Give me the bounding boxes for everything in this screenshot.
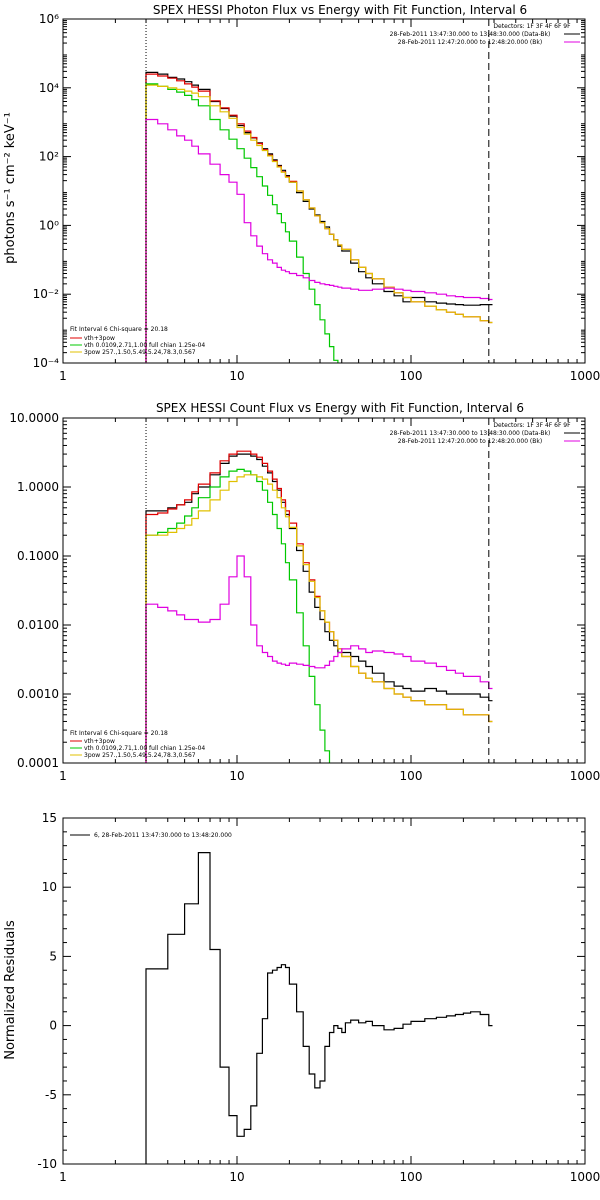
panel2-legend-3pow: 3pow 257.,1.50,5.49,5.24,78.3,0.567 [84,752,196,759]
panel2-legend-vth3pow: vth+3pow [84,738,115,745]
count-flux-panel: SPEX HESSI Count Flux vs Energy with Fit… [9,401,600,783]
panel2-xtick-label: 1 [59,769,67,783]
panel1-ytick-label: 10⁰ [39,218,59,232]
panel1-ytick-label: 10⁴ [39,81,59,95]
panel2-title: SPEX HESSI Count Flux vs Energy with Fit… [156,401,524,415]
panel1-ytick-label: 10⁶ [39,12,59,26]
panel3-series [145,852,493,1164]
panel2-ytick-label: 0.0010 [17,687,59,701]
panel3-ytick-label: 5 [49,949,57,963]
panel1-legend-3pow: 3pow 257.,1.50,5.49,5.24,78.3,0.567 [84,349,196,356]
panel2-ytick-label: 0.1000 [17,549,59,563]
panel3-xtick-label: 10 [229,1170,244,1184]
panel2-xtick-label: 100 [400,769,423,783]
panel3-legend-text: 6, 28-Feb-2011 13:47:30.000 to 13:48:20.… [94,832,232,839]
panel1-ytick-label: 10⁻² [33,287,60,301]
panel3-legend: 6, 28-Feb-2011 13:47:30.000 to 13:48:20.… [70,832,232,839]
panel2-legend-fit: Fit Interval 6 Chi-square = 20.18 [70,730,168,737]
residuals-panel: Normalized Residuals 1 10 100 1000 -10 -5 0 5 10… [3,811,600,1184]
panel2-series-bk [145,555,493,763]
panel2-xtick-label: 1000 [570,769,600,783]
photon-flux-panel: SPEX HESSI Photon Flux vs Energy with Fi… [3,3,600,383]
panel2-series [145,450,493,763]
panel2-series-3pow [145,474,493,763]
panel3-xtick-label: 1000 [570,1170,600,1184]
panel1-series-bk [145,118,493,363]
panel2-legend-right: Detectors: 1F 3F 4F 6F 9F 28-Feb-2011 13… [390,422,580,445]
panel1-legend-right: Detectors: 1F 3F 4F 6F 9F 28-Feb-2011 13… [390,23,580,46]
panel2-series-vth [145,468,331,763]
panel1-series [145,71,493,363]
panel1-legend-vth3pow: vth+3pow [84,335,115,342]
panel1-ytick-label: 10⁻⁴ [33,356,60,370]
panel3-ytick-label: -10 [37,1157,57,1171]
panel1-legend-detectors: Detectors: 1F 3F 4F 6F 9F [493,23,571,30]
panel1-plot-frame [62,18,586,364]
panel2-series-data-bk [145,453,493,763]
panel1-legend-data-bk: 28-Feb-2011 13:47:30.000 to 13:48:30.000… [390,31,551,38]
panel1-series-vth [145,83,339,363]
panel1-legend-bk: 28-Feb-2011 12:47:20.000 to 12:48:20.000… [398,39,542,46]
panel2-ytick-label: 10.0000 [9,411,59,425]
panel1-markers [145,19,490,363]
panel1-series-3pow [145,84,493,363]
panel1-legend-left: Fit Interval 6 Chi-square = 20.18 vth+3p… [70,326,205,356]
panel2-ytick-label: 1.0000 [17,480,59,494]
panel3-ytick-label: 0 [49,1019,57,1033]
panel3-ytick-label: 15 [42,811,57,825]
panel2-xtick-label: 10 [229,769,244,783]
panel2-plot-frame [62,417,586,764]
panel3-plot-frame [62,817,586,1165]
panel1-xtick-label: 10 [229,369,244,383]
panel2-legend-data-bk: 28-Feb-2011 13:47:30.000 to 13:48:30.000… [390,430,551,437]
panel1-title: SPEX HESSI Photon Flux vs Energy with Fi… [153,3,527,17]
panel2-legend-vth: vth 0.0109,2.71,1.00 full chian 1.25e-04 [84,745,205,752]
panel2-legend-bk: 28-Feb-2011 12:47:20.000 to 12:48:20.000… [398,438,542,445]
panel3-ytick-label: -5 [45,1088,57,1102]
panel1-legend-vth: vth 0.0109,2.71,1.00 full chian 1.25e-04 [84,342,205,349]
panel3-y-label: Normalized Residuals [3,920,18,1060]
panel1-xtick-label: 1000 [570,369,600,383]
panel2-ytick-label: 0.0001 [17,756,59,770]
panel1-legend-fit: Fit Interval 6 Chi-square = 20.18 [70,326,168,333]
panel2-markers [145,418,490,763]
panel3-xtick-label: 100 [400,1170,423,1184]
panel3-xtick-label: 1 [59,1170,67,1184]
panel1-ytick-label: 10² [39,150,59,164]
panel2-legend-left: Fit Interval 6 Chi-square = 20.18 vth+3p… [70,730,205,759]
panel1-series-data-bk [145,71,493,363]
panel1-ticks: 1 10 100 1000 10⁻⁴ 10⁻² 10⁰ 10² 10⁴ 10⁶ [33,12,600,383]
panel1-y-label: photons s⁻¹ cm⁻² keV⁻¹ [3,112,18,264]
panel1-xtick-label: 100 [400,369,423,383]
panel2-ytick-label: 0.0100 [17,618,59,632]
panel2-legend-detectors: Detectors: 1F 3F 4F 6F 9F [493,422,571,429]
panel3-ytick-label: 10 [42,880,57,894]
panel3-series-6-28-feb-2011-13-47-30-000-to-13-48-20-000 [145,852,493,1164]
panel1-xtick-label: 1 [59,369,67,383]
